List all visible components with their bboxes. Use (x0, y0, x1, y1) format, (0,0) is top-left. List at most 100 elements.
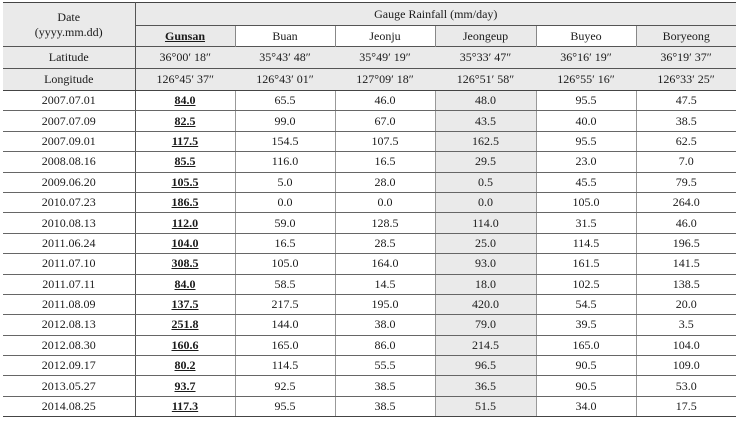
rainfall-buyeo: 90.5 (535, 375, 636, 397)
rainfall-jeonju: 195.0 (334, 294, 435, 316)
rainfall-buan: 65.5 (234, 90, 335, 112)
rainfall-boryeong: 46.0 (635, 212, 737, 234)
rainfall-jeonju: 67.0 (334, 110, 435, 132)
rainfall-gunsan: 104.0 (135, 233, 235, 255)
table-row: 2009.06.20 105.5 5.0 28.0 0.5 45.5 79.5 (3, 172, 737, 193)
table-row: 2011.07.10 308.5 105.0 164.0 93.0 161.5 141.5 (3, 253, 737, 275)
rainfall-boryeong: 53.0 (635, 375, 737, 397)
latitude-buyeo: 36°16′ 19″ (536, 46, 636, 69)
rainfall-gunsan: 160.6 (135, 335, 235, 357)
rainfall-gunsan: 251.8 (135, 314, 235, 336)
rainfall-gunsan: 112.0 (135, 212, 235, 234)
rainfall-boryeong: 38.5 (635, 110, 737, 132)
table-row: 2011.07.11 84.0 58.5 14.5 18.0 102.5 138.5 (3, 274, 737, 295)
table-row: 2010.08.13 112.0 59.0 128.5 114.0 31.5 46.0 (3, 212, 737, 234)
rainfall-boryeong: 138.5 (635, 274, 737, 295)
rainfall-jeongeup: 0.0 (434, 192, 536, 214)
longitude-label: Longitude (3, 68, 136, 91)
row-date: 2007.07.09 (3, 110, 136, 132)
rainfall-jeongeup: 48.0 (434, 90, 536, 112)
rainfall-boryeong: 62.5 (635, 131, 737, 153)
rainfall-buyeo: 95.5 (535, 131, 636, 153)
rainfall-jeongeup: 51.5 (434, 396, 536, 418)
rainfall-jeongeup: 420.0 (434, 294, 536, 316)
rainfall-buyeo: 39.5 (535, 314, 636, 336)
rainfall-buan: 99.0 (234, 110, 335, 132)
rainfall-buan: 92.5 (234, 375, 335, 397)
rainfall-boryeong: 7.0 (635, 151, 737, 173)
rainfall-gunsan: 93.7 (135, 375, 235, 397)
rainfall-jeonju: 128.5 (334, 212, 435, 234)
row-date: 2007.09.01 (3, 131, 136, 153)
table-row: 2007.07.09 82.5 99.0 67.0 43.5 40.0 38.5 (3, 110, 737, 132)
rainfall-gunsan: 84.0 (135, 90, 235, 112)
rainfall-jeongeup: 0.5 (434, 172, 536, 193)
table-row: 2012.09.17 80.2 114.5 55.5 96.5 90.5 109.0 (3, 355, 737, 377)
rainfall-buyeo: 23.0 (535, 151, 636, 173)
rainfall-jeongeup: 96.5 (434, 355, 536, 377)
row-date: 2010.07.23 (3, 192, 136, 214)
table-row: 2011.08.09 137.5 217.5 195.0 420.0 54.5 20.0 (3, 294, 737, 316)
rainfall-jeongeup: 36.5 (434, 375, 536, 397)
rainfall-buan: 58.5 (234, 274, 335, 295)
longitude-buyeo: 126°55′ 16″ (536, 68, 636, 91)
table-row: 2007.07.01 84.0 65.5 46.0 48.0 95.5 47.5 (3, 90, 737, 112)
row-date: 2011.07.10 (3, 253, 136, 275)
rainfall-jeonju: 164.0 (334, 253, 435, 275)
table-row: 2010.07.23 186.5 0.0 0.0 0.0 105.0 264.0 (3, 192, 737, 214)
row-date: 2011.08.09 (3, 294, 136, 316)
row-date: 2007.07.01 (3, 90, 136, 112)
rainfall-gunsan: 84.0 (135, 274, 235, 295)
rainfall-jeonju: 55.5 (334, 355, 435, 377)
row-date: 2009.06.20 (3, 172, 136, 193)
rainfall-gunsan: 85.5 (135, 151, 235, 173)
rainfall-boryeong: 104.0 (635, 335, 737, 357)
longitude-boryeong: 126°33′ 25″ (636, 68, 737, 91)
row-date: 2010.08.13 (3, 212, 136, 234)
rainfall-table: Date (yyyy.mm.dd) Gauge Rainfall (mm/day… (3, 2, 737, 418)
rainfall-boryeong: 264.0 (635, 192, 737, 214)
rainfall-gunsan: 105.5 (135, 172, 235, 193)
rainfall-buan: 105.0 (234, 253, 335, 275)
table-row: 2013.05.27 93.7 92.5 38.5 36.5 90.5 53.0 (3, 375, 737, 397)
table-row: 2012.08.13 251.8 144.0 38.0 79.0 39.5 3.5 (3, 314, 737, 336)
rainfall-jeongeup: 93.0 (434, 253, 536, 275)
rainfall-jeongeup: 29.5 (434, 151, 536, 173)
rainfall-jeonju: 28.0 (334, 172, 435, 193)
table-row: 2008.08.16 85.5 116.0 16.5 29.5 23.0 7.0 (3, 151, 737, 173)
station-name-gunsan: Gunsan (135, 25, 235, 47)
row-date: 2012.08.13 (3, 314, 136, 336)
rainfall-buan: 165.0 (234, 335, 335, 357)
rainfall-gunsan: 186.5 (135, 192, 235, 214)
rainfall-jeongeup: 25.0 (434, 233, 536, 255)
rainfall-boryeong: 141.5 (635, 253, 737, 275)
rainfall-buan: 5.0 (234, 172, 335, 193)
rainfall-jeongeup: 214.5 (434, 335, 536, 357)
table-row: 2014.08.25 117.3 95.5 38.5 51.5 34.0 17.5 (3, 396, 737, 418)
rainfall-buyeo: 40.0 (535, 110, 636, 132)
station-name-buyeo: Buyeo (535, 25, 636, 47)
rainfall-boryeong: 20.0 (635, 294, 737, 316)
rainfall-buyeo: 102.5 (535, 274, 636, 295)
table-row: 2007.09.01 117.5 154.5 107.5 162.5 95.5 62.5 (3, 131, 737, 153)
rainfall-gunsan: 117.5 (135, 131, 235, 153)
rainfall-boryeong: 3.5 (635, 314, 737, 336)
rainfall-jeonju: 38.5 (334, 375, 435, 397)
rainfall-buyeo: 45.5 (535, 172, 636, 193)
gauge-rainfall-title: Gauge Rainfall (mm/day) (135, 2, 737, 26)
rainfall-buyeo: 105.0 (535, 192, 636, 214)
latitude-gunsan: 36°00′ 18″ (135, 46, 235, 69)
rainfall-boryeong: 79.5 (635, 172, 737, 193)
rainfall-jeongeup: 18.0 (434, 274, 536, 295)
table-row: 2011.06.24 104.0 16.5 28.5 25.0 114.5 196.5 (3, 233, 737, 255)
date-header: Date (yyyy.mm.dd) (3, 2, 136, 47)
longitude-buan: 126°43′ 01″ (235, 68, 335, 91)
row-date: 2013.05.27 (3, 375, 136, 397)
latitude-buan: 35°43′ 48″ (235, 46, 335, 69)
rainfall-gunsan: 82.5 (135, 110, 235, 132)
rainfall-gunsan: 80.2 (135, 355, 235, 377)
rainfall-buan: 217.5 (234, 294, 335, 316)
station-name-jeongeup: Jeongeup (434, 25, 536, 47)
rainfall-jeonju: 0.0 (334, 192, 435, 214)
rainfall-jeonju: 46.0 (334, 90, 435, 112)
